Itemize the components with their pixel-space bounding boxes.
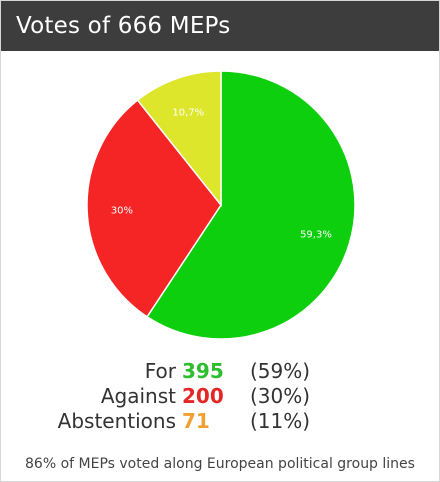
- pie-slice-abstentions: [136, 70, 222, 208]
- legend-label-for: For: [144, 358, 176, 383]
- legend-row-abstentions: Abstentions 71 (11%): [1, 408, 439, 433]
- legend-pct-against: (30%): [250, 383, 311, 408]
- legend-row-against: Against 200 (30%): [1, 383, 439, 408]
- pie-slice-for: [146, 70, 356, 340]
- pie-slices: [86, 70, 356, 340]
- legend-label-abstentions: Abstentions: [57, 408, 176, 433]
- legend-row-for: For 395 (59%): [1, 358, 439, 383]
- footer-note: 86% of MEPs voted along European politic…: [25, 456, 415, 472]
- pie-label-for: 59,3%: [300, 230, 332, 241]
- legend-count-against: 200: [182, 383, 224, 408]
- vote-legend: For 395 (59%) Against 200 (30%) Abstenti…: [1, 358, 439, 433]
- pie-label-abstentions: 10,7%: [172, 107, 204, 118]
- card-title: Votes of 666 MEPs: [16, 13, 231, 39]
- pie-slice-against: [86, 99, 222, 318]
- legend-pct-abstentions: (11%): [250, 408, 311, 433]
- legend-count-for: 395: [182, 358, 224, 383]
- legend-count-abstentions: 71: [182, 408, 210, 433]
- pie-labels: 59,3% 30% 10,7%: [111, 107, 332, 240]
- legend-label-against: Against: [100, 383, 176, 408]
- card-header: Votes of 666 MEPs: [1, 1, 439, 51]
- pie-chart: 59,3% 30% 10,7%: [86, 70, 356, 340]
- legend-pct-for: (59%): [250, 358, 311, 383]
- pie-label-against: 30%: [111, 205, 133, 216]
